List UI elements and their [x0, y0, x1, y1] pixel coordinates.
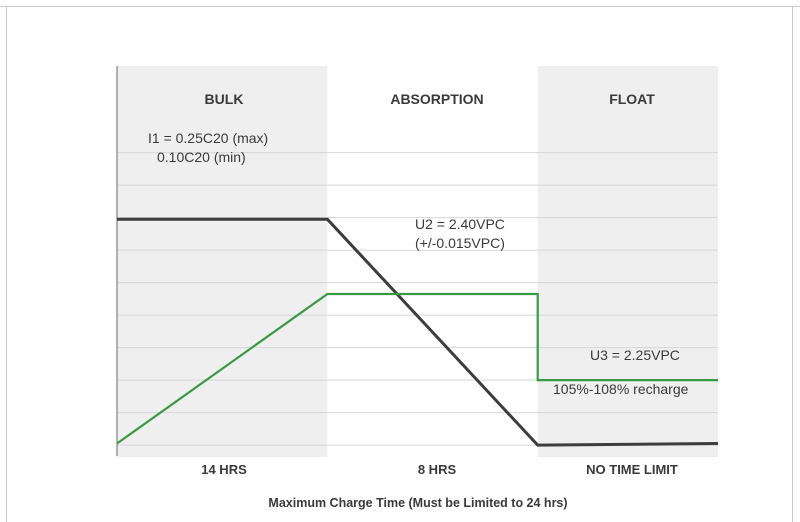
- annotation-u2-tolerance: (+/-0.015VPC): [415, 235, 505, 251]
- phase-band-bulk: [117, 66, 328, 457]
- phase-label-absorption: ABSORPTION: [390, 91, 483, 107]
- phase-label-float: FLOAT: [609, 91, 655, 107]
- annotation-recharge: 105%-108% recharge: [553, 381, 689, 397]
- phase-band-float: [537, 66, 718, 457]
- series-line-1: [116, 292, 718, 445]
- x-tick-label-float-duration: NO TIME LIMIT: [586, 462, 678, 477]
- frame-top-border: [0, 6, 800, 7]
- annotation-u3: U3 = 2.25VPC: [590, 347, 680, 363]
- annotation-u2: U2 = 2.40VPC: [415, 216, 505, 232]
- series-lines: [116, 217, 719, 447]
- annotation-i1-min: 0.10C20 (min): [157, 149, 246, 165]
- x-tick-label-bulk-duration: 14 HRS: [201, 462, 247, 477]
- x-tick-label-absorption-duration: 8 HRS: [418, 462, 457, 477]
- frame-left-border: [6, 6, 7, 522]
- x-axis-label: Maximum Charge Time (Must be Limited to …: [268, 496, 567, 510]
- phase-label-bulk: BULK: [205, 91, 244, 107]
- phase-bands: [117, 66, 718, 457]
- series-line-0: [117, 217, 719, 447]
- frame-right-border: [792, 6, 793, 522]
- annotation-i1-max: I1 = 0.25C20 (max): [148, 130, 268, 146]
